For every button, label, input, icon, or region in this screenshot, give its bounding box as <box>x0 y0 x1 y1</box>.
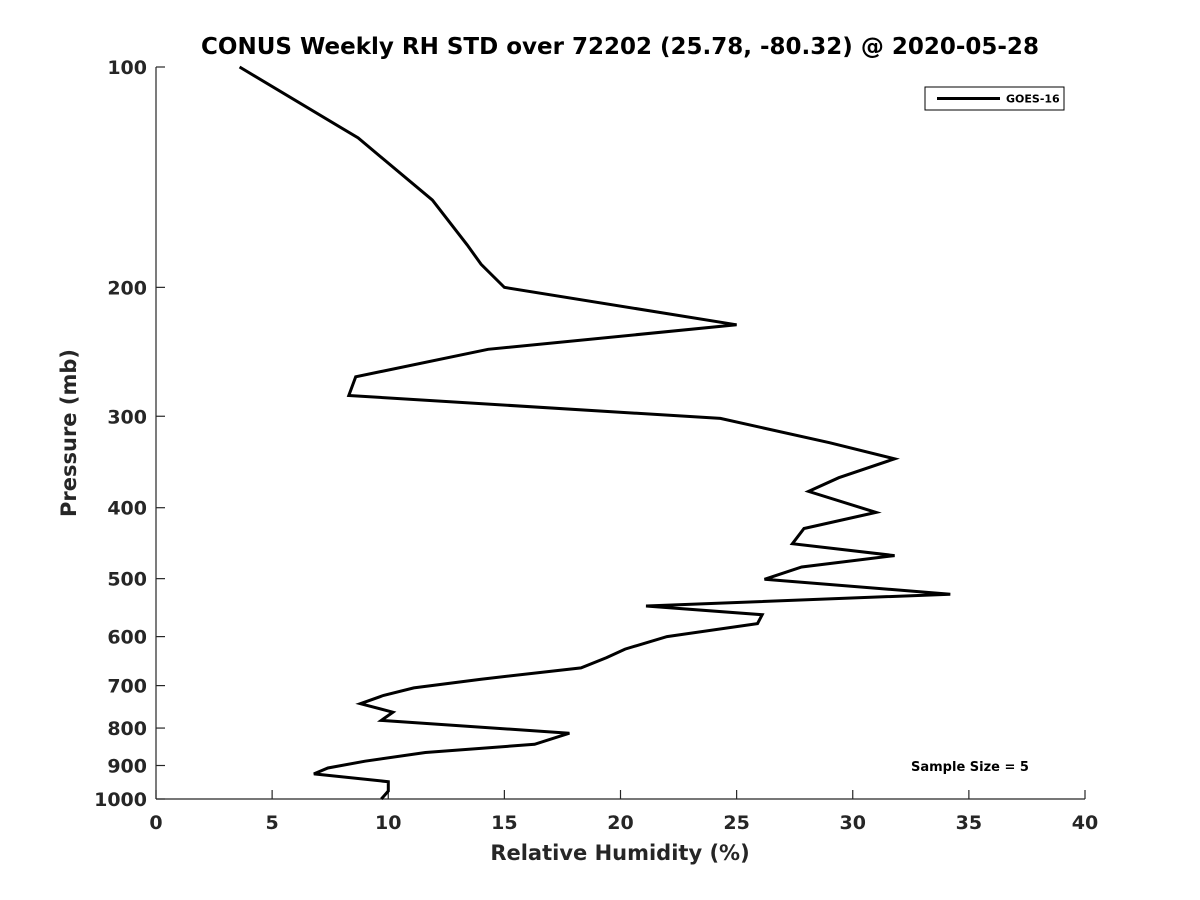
y-axis-label: Pressure (mb) <box>57 349 81 517</box>
series-line-goes-16 <box>238 65 951 800</box>
y-tick-label: 900 <box>107 756 147 778</box>
x-tick-label: 25 <box>723 812 749 834</box>
y-tick-label: 300 <box>107 406 147 428</box>
plot-axes <box>155 67 1085 800</box>
y-tick-label: 500 <box>107 569 147 591</box>
x-tick-label: 35 <box>956 812 982 834</box>
y-tick-label: 100 <box>107 57 147 79</box>
y-tick-label: 800 <box>107 718 147 740</box>
x-tick-label: 0 <box>149 812 162 834</box>
y-axis-ticks: 100 200 300 400 500 600 700 800 900 1000 <box>94 57 165 811</box>
x-tick-label: 15 <box>491 812 517 834</box>
series-layer <box>238 65 951 800</box>
sample-size-annotation: Sample Size = 5 <box>911 760 1029 775</box>
y-tick-label: 1000 <box>94 789 147 811</box>
x-tick-label: 5 <box>266 812 279 834</box>
x-axis-label: Relative Humidity (%) <box>490 841 749 865</box>
chart-title: CONUS Weekly RH STD over 72202 (25.78, -… <box>201 34 1039 60</box>
y-tick-label: 600 <box>107 627 147 649</box>
x-axis-ticks: 0 5 10 15 20 25 30 35 40 <box>149 790 1098 834</box>
y-tick-label: 700 <box>107 676 147 698</box>
x-tick-label: 10 <box>375 812 401 834</box>
x-tick-label: 30 <box>840 812 866 834</box>
legend: GOES-16 <box>924 86 1065 111</box>
x-tick-label: 40 <box>1072 812 1098 834</box>
legend-label-goes-16: GOES-16 <box>1006 93 1060 106</box>
x-tick-label: 20 <box>607 812 633 834</box>
y-tick-label: 400 <box>107 498 147 520</box>
y-tick-label: 200 <box>107 277 147 299</box>
